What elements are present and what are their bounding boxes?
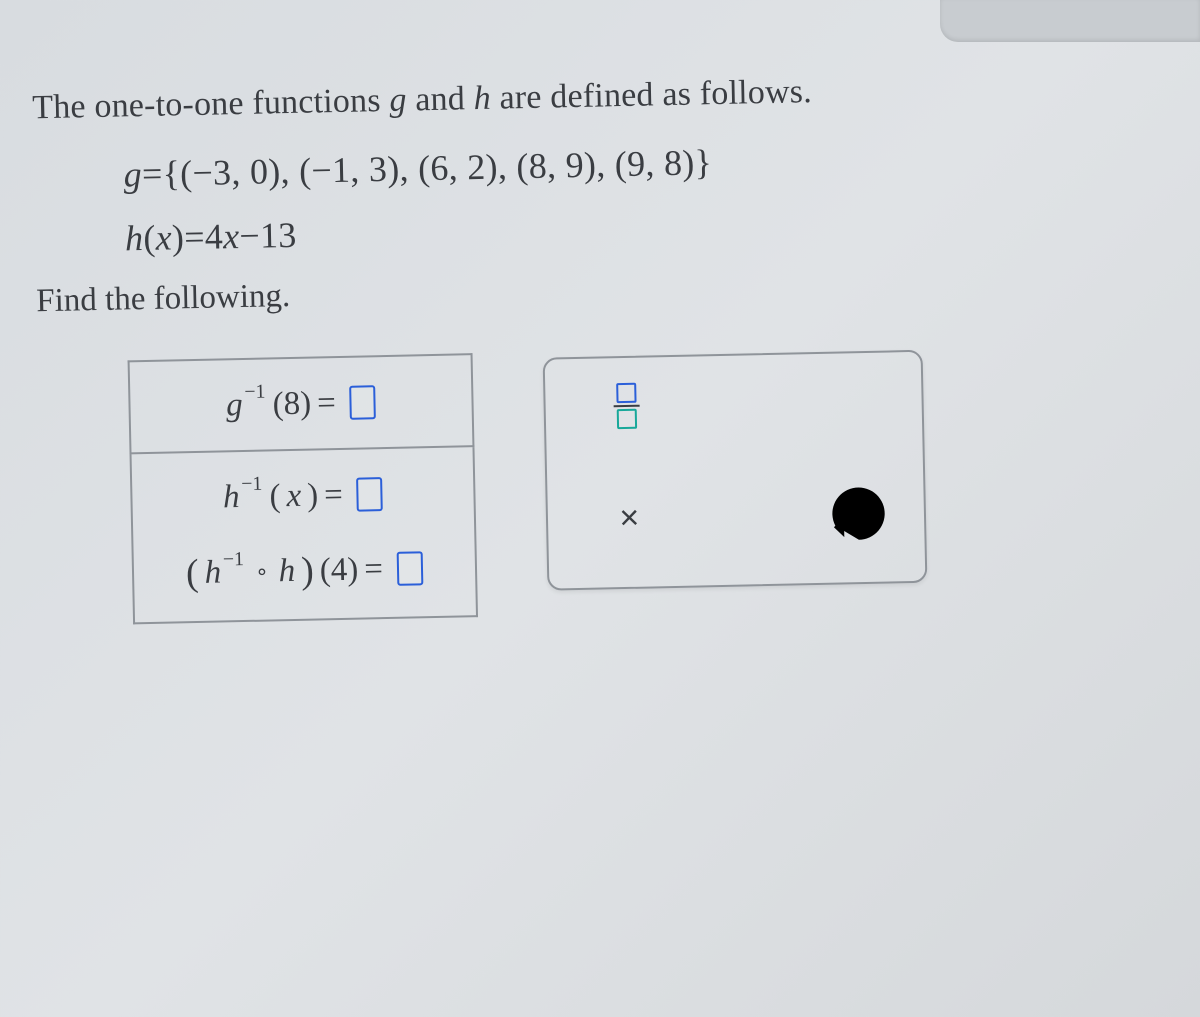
cell-h-inverse-x-and-comp: h−1 (x) = ( h−1 ∘ h ) (4) = — [131, 446, 477, 623]
h-close: ) — [171, 217, 184, 257]
answer-input-1[interactable] — [349, 385, 376, 420]
intro-suffix: are defined as follows. — [490, 73, 812, 117]
cell-g-inverse-8: g−1 (8) = — [129, 354, 474, 453]
definition-g: g={(−3, 0), (−1, 3), (6, 2), (8, 9), (9,… — [123, 131, 1174, 195]
intro-mid: and — [406, 80, 474, 118]
arg-var-x: x — [286, 477, 301, 514]
expr-g-inverse-8: g−1 (8) = — [226, 383, 376, 424]
definition-h: h(x)=4x−13 — [125, 195, 1176, 259]
fraction-icon — [614, 383, 641, 430]
exp-neg-one: −1 — [223, 548, 245, 570]
equals: = — [317, 385, 336, 422]
arg-open: ( — [269, 478, 281, 515]
table-row: g−1 (8) = — [129, 354, 474, 453]
fraction-bar — [614, 405, 640, 408]
h-lhs: h — [125, 218, 144, 258]
fraction-denominator-box — [617, 409, 637, 429]
h-rhs-a: 4 — [204, 216, 223, 256]
h-eq: = — [184, 217, 205, 257]
answer-table: g−1 (8) = h−1 (x) = — [128, 353, 478, 624]
base-h2: h — [278, 552, 295, 589]
undo-icon — [808, 466, 903, 561]
answer-input-3[interactable] — [397, 551, 424, 586]
times-icon: × — [619, 499, 640, 538]
g-eq: = — [142, 154, 163, 194]
arg-8: (8) — [272, 385, 311, 423]
fraction-numerator-box — [617, 383, 637, 403]
exp-neg-one: −1 — [241, 473, 263, 495]
h-var: x — [155, 217, 172, 257]
find-text: Find the following. — [36, 259, 1177, 320]
table-row: h−1 (x) = ( h−1 ∘ h ) (4) = — [131, 446, 477, 623]
expr-h-inverse-x: h−1 (x) = — [223, 475, 384, 516]
base-h: h−1 — [223, 478, 264, 517]
g-lhs: g — [123, 154, 142, 194]
expr-composition: ( h−1 ∘ h ) (4) = — [186, 546, 424, 595]
compose-icon: ∘ — [255, 559, 269, 584]
arg-close: ) — [307, 477, 319, 514]
arg-4: (4) — [319, 551, 358, 589]
h-open: ( — [143, 218, 156, 258]
equals: = — [364, 551, 383, 588]
answer-area: g−1 (8) = h−1 (x) = — [128, 338, 1183, 624]
g-set: {(−3, 0), (−1, 3), (6, 2), (8, 9), (9, 8… — [162, 142, 712, 194]
exp-neg-one: −1 — [244, 381, 266, 403]
problem-content: The one-to-one functions g and h are def… — [0, 0, 1200, 627]
fraction-tool-button[interactable] — [567, 379, 687, 433]
intro-h: h — [473, 80, 491, 117]
base-g: g−1 — [226, 386, 267, 425]
base-h1: h−1 — [204, 553, 245, 592]
answer-input-2[interactable] — [356, 477, 383, 512]
h-rhs-c: −13 — [239, 215, 297, 256]
intro-text: The one-to-one functions g and h are def… — [32, 65, 1173, 127]
intro-prefix: The one-to-one functions — [32, 82, 390, 126]
equals: = — [324, 476, 343, 513]
paren-open: ( — [186, 551, 200, 595]
undo-button[interactable] — [808, 466, 903, 561]
tool-empty-1 — [806, 374, 900, 428]
tool-panel: × — [542, 350, 927, 591]
h-rhs-b: x — [223, 216, 240, 256]
intro-g: g — [389, 82, 407, 119]
paren-close: ) — [301, 549, 315, 593]
clear-button[interactable]: × — [569, 471, 690, 566]
